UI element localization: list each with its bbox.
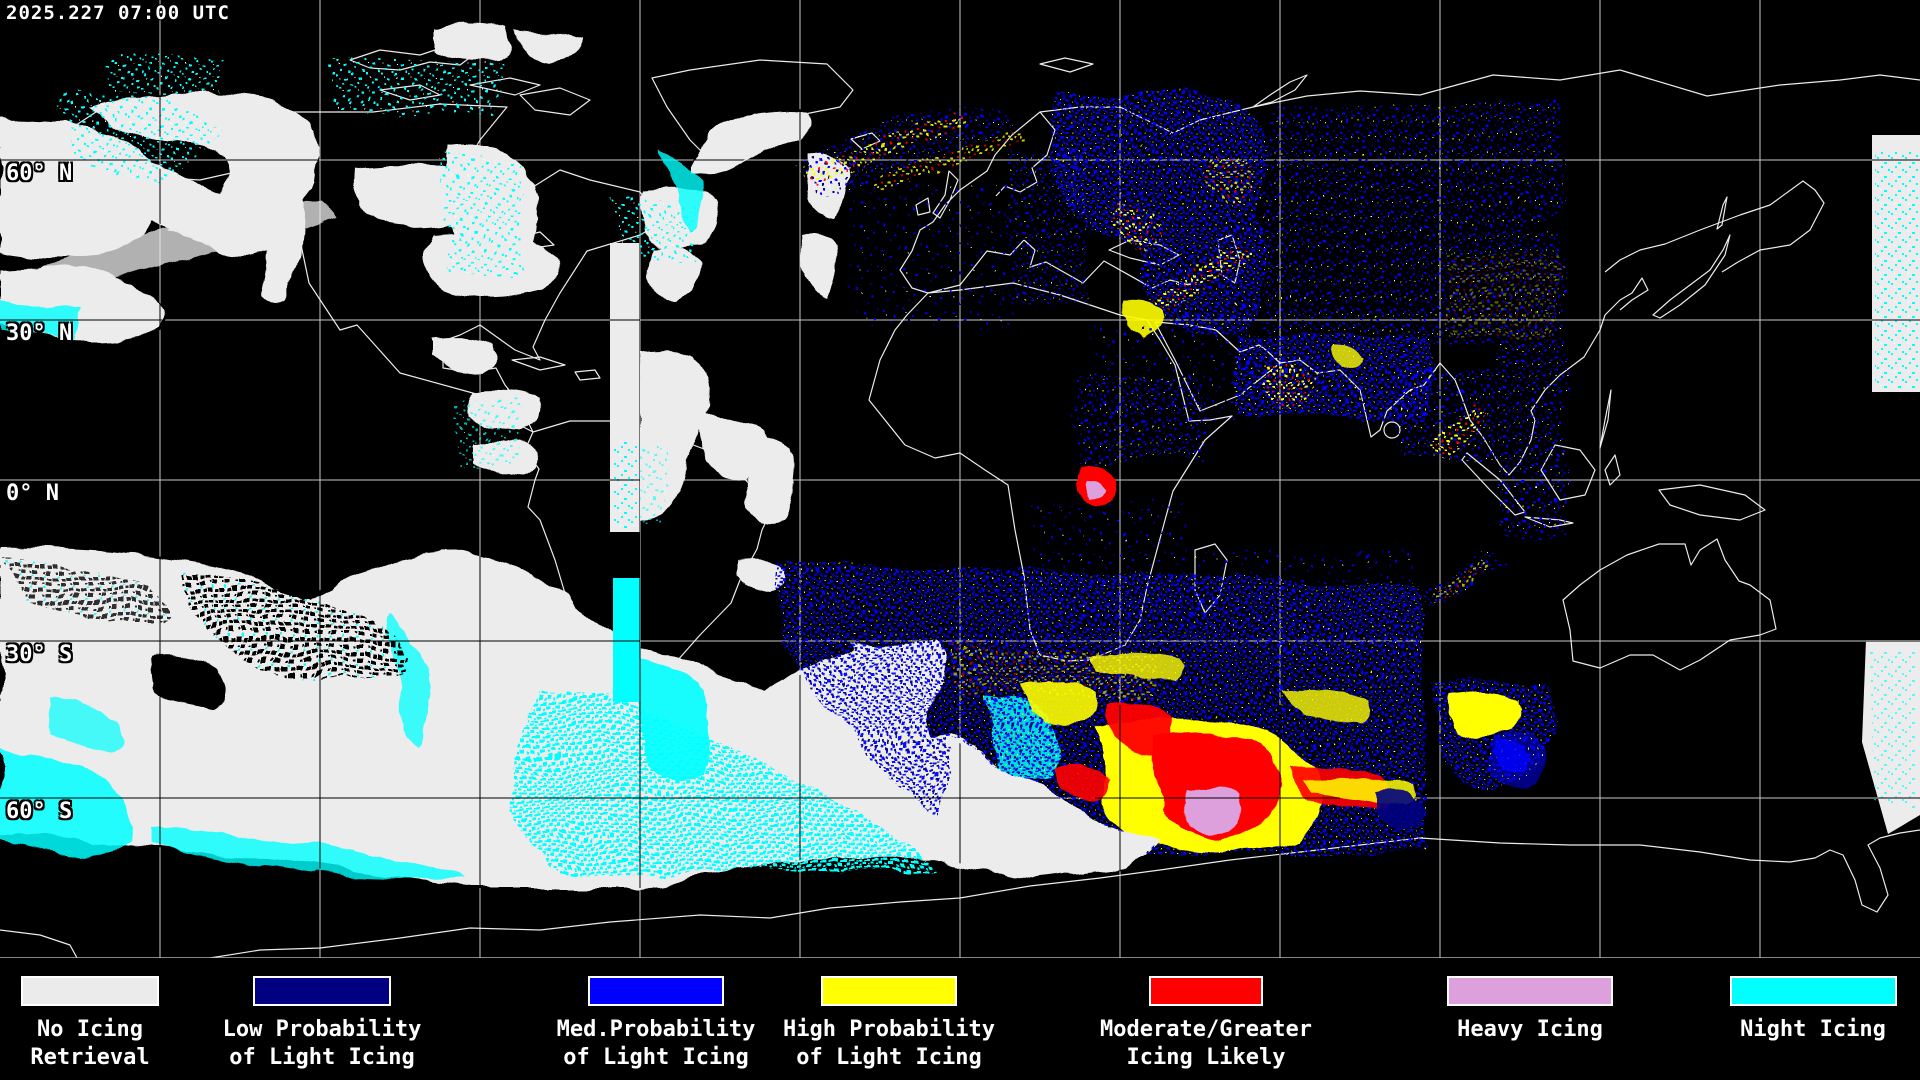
legend-label-night-icing: Night Icing (1663, 1016, 1920, 1072)
legend-label-line2: Retrieval (30, 1045, 150, 1070)
terminator-strips (610, 135, 1920, 834)
legend-label-med-probability: Med.Probability of Light Icing (506, 1016, 806, 1072)
legend-item-no-icing: No Icing Retrieval (0, 975, 240, 1072)
legend-label-no-icing: No Icing Retrieval (0, 1016, 240, 1072)
legend-bar: No Icing Retrieval Low Probability of Li… (0, 958, 1920, 1080)
lat-label-30s: 30° S (6, 642, 73, 667)
legend-label-line1: High Probability (783, 1017, 995, 1042)
field-dark-mottle (0, 556, 405, 711)
icing-map (0, 0, 1920, 959)
legend-label-line1: Night Icing (1740, 1017, 1886, 1042)
lat-label-0n: 0° N (6, 481, 59, 506)
legend-label-line1: Med.Probability (556, 1017, 756, 1042)
legend-label-line2: of Light Icing (563, 1045, 749, 1070)
timestamp: 2025.227 07:00 UTC (6, 2, 230, 24)
legend-label-line2: of Light Icing (796, 1045, 982, 1070)
legend-label-line1: Heavy Icing (1457, 1017, 1603, 1042)
legend-label-heavy-icing: Heavy Icing (1380, 1016, 1680, 1072)
legend-item-med-probability: Med.Probability of Light Icing (506, 975, 806, 1072)
legend-label-line2 (1380, 1044, 1680, 1072)
legend-swatch-high-probability (820, 975, 958, 1007)
legend-label-high-probability: High Probability of Light Icing (739, 1016, 1039, 1072)
lat-label-60s: 60° S (6, 799, 73, 824)
legend-swatch-no-icing (20, 975, 160, 1007)
legend-item-high-probability: High Probability of Light Icing (739, 975, 1039, 1072)
legend-item-heavy-icing: Heavy Icing (1380, 975, 1680, 1072)
lat-label-30n: 30° N (6, 321, 73, 346)
legend-item-moderate-greater: Moderate/Greater Icing Likely (1056, 975, 1356, 1072)
legend-label-line2: Icing Likely (1126, 1045, 1286, 1070)
icing-probability-layer (778, 92, 1566, 856)
legend-item-night-icing: Night Icing (1663, 975, 1920, 1072)
legend-swatch-heavy-icing (1446, 975, 1614, 1007)
lat-label-60n: 60° N (6, 161, 73, 186)
legend-label-low-probability: Low Probability of Light Icing (172, 1016, 472, 1072)
legend-label-line1: Moderate/Greater (1100, 1017, 1312, 1042)
legend-swatch-low-probability (252, 975, 392, 1007)
legend-swatch-med-probability (587, 975, 725, 1007)
legend-item-low-probability: Low Probability of Light Icing (172, 975, 472, 1072)
legend-label-line2: of Light Icing (229, 1045, 415, 1070)
legend-label-line1: Low Probability (222, 1017, 422, 1042)
legend-label-moderate-greater: Moderate/Greater Icing Likely (1056, 1016, 1356, 1072)
legend-swatch-night-icing (1728, 975, 1898, 1007)
legend-label-line2 (1663, 1044, 1920, 1072)
moderate-heavy-icing-zone (940, 652, 1552, 880)
legend-swatch-moderate-greater (1148, 975, 1264, 1007)
night-icing-layer (0, 52, 1061, 881)
legend-label-line1: No Icing (37, 1017, 143, 1042)
